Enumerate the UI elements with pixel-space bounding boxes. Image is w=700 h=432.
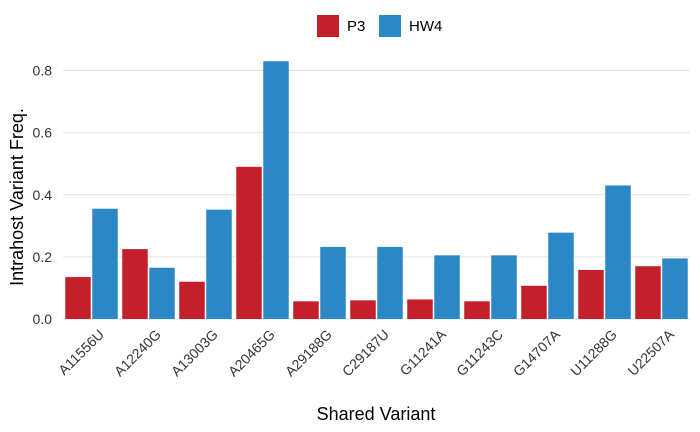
x-tick-label: C29187U (339, 326, 392, 379)
x-tick-label: G11241A (397, 326, 450, 379)
bar-hw4-c29187u (377, 246, 403, 319)
legend-label-hw4: HW4 (409, 18, 442, 35)
bar-p3-g11243c (464, 301, 490, 319)
x-tick-label: G11243C (453, 326, 506, 379)
bar-p3-a13003g (179, 281, 205, 319)
y-axis-title: Intrahost Variant Freq. (7, 108, 27, 286)
bar-hw4-a20465g (263, 61, 289, 320)
bar-hw4-g11241a (434, 255, 460, 319)
x-tick-label: A12240G (111, 326, 164, 379)
bar-p3-a29188g (293, 301, 319, 319)
y-axis-ticks: 0.0 0.2 0.4 0.6 0.8 (33, 63, 53, 327)
bar-hw4-u22507a (662, 258, 688, 319)
bar-p3-a12240g (122, 249, 148, 319)
x-tick-label: A20465G (225, 326, 278, 379)
bar-hw4-a13003g (206, 209, 232, 319)
x-tick-label: A11556U (55, 326, 107, 378)
y-tick-label: 0.0 (33, 311, 53, 327)
bar-hw4-g11243c (491, 255, 517, 319)
legend: P3 HW4 (317, 15, 442, 37)
x-tick-label: U22507A (624, 326, 677, 379)
x-tick-label: G14707A (510, 326, 564, 380)
y-tick-label: 0.6 (33, 125, 53, 141)
x-tick-label: A13003G (168, 326, 221, 379)
bar-hw4-a12240g (149, 267, 175, 319)
bar-p3-c29187u (350, 300, 376, 319)
x-tick-label: U11288G (567, 326, 620, 379)
x-axis-ticks: A11556U A12240G A13003G A20465G A29188G C2918… (55, 326, 677, 380)
bar-p3-a20465g (236, 166, 262, 319)
y-tick-label: 0.2 (33, 249, 53, 265)
bar-p3-g14707a (521, 285, 547, 319)
bars (65, 61, 688, 320)
bar-hw4-a11556u (92, 208, 118, 319)
bar-hw4-u11288g (605, 185, 631, 319)
bar-hw4-a29188g (320, 246, 346, 319)
x-axis-title: Shared Variant (317, 404, 436, 424)
y-tick-label: 0.8 (33, 63, 53, 79)
bar-p3-a11556u (65, 277, 91, 319)
legend-label-p3: P3 (347, 18, 365, 35)
bar-p3-u11288g (578, 269, 604, 319)
x-tick-label: A29188G (282, 326, 335, 379)
legend-swatch-p3 (317, 15, 339, 37)
bar-hw4-g14707a (548, 232, 574, 319)
y-tick-label: 0.4 (33, 187, 53, 203)
legend-swatch-hw4 (379, 15, 401, 37)
bar-p3-g11241a (407, 299, 433, 319)
bar-p3-u22507a (635, 266, 661, 319)
